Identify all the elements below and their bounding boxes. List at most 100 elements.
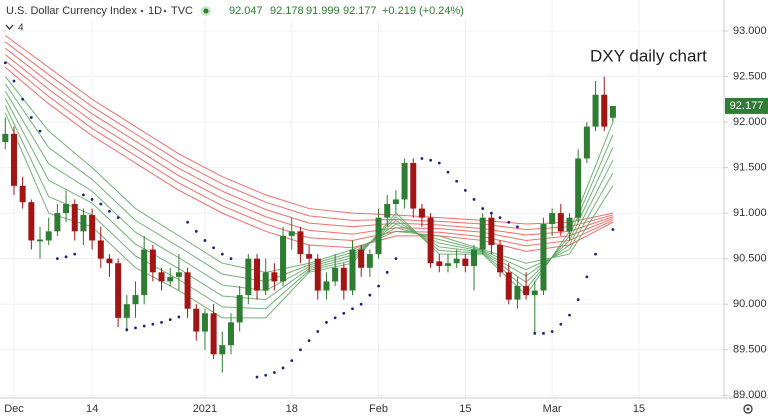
candle-body — [63, 204, 70, 214]
candle-body — [444, 263, 451, 266]
gear-center — [746, 407, 750, 411]
sar-dot — [333, 316, 337, 320]
y-tick-label: 91.500 — [733, 161, 767, 173]
candle-body — [10, 133, 17, 186]
sar-dot — [38, 129, 42, 133]
sar-dot — [55, 257, 59, 261]
sar-dot — [64, 255, 68, 259]
candle-body — [175, 272, 182, 277]
sar-dot — [594, 252, 597, 256]
sar-dot — [82, 193, 85, 197]
candle-body — [314, 258, 321, 291]
quote-low: 91.999 — [306, 5, 340, 17]
candle-body — [471, 249, 478, 266]
sar-dot — [368, 293, 372, 297]
candle-body — [601, 94, 608, 127]
moving-average — [4, 41, 614, 231]
candle-body — [514, 285, 521, 300]
sar-dot — [611, 228, 615, 231]
indicators-count: 4 — [18, 23, 24, 34]
last-price-label: 92.177 — [730, 100, 764, 112]
last-price-box — [725, 97, 768, 114]
sar-dot — [472, 198, 476, 201]
candle-body — [80, 214, 87, 232]
sar-dot — [203, 239, 207, 242]
market-status-dot — [203, 8, 209, 14]
y-tick-label: 89.000 — [733, 389, 767, 401]
candle-body — [71, 204, 78, 232]
sar-dot — [186, 220, 189, 224]
quote-change: +0.219 (+0.24%) — [382, 5, 464, 17]
x-tick-label: Feb — [369, 403, 388, 415]
y-tick-label: 89.500 — [733, 344, 767, 356]
y-tick-label: 91.000 — [733, 207, 767, 219]
sar-dot — [220, 252, 224, 256]
sar-dot — [99, 202, 103, 206]
sar-dot — [420, 157, 424, 160]
quote-open: 92.047 — [229, 5, 263, 17]
source: TVC — [171, 5, 193, 17]
symbol-title: U.S. Dollar Currency Index — [6, 5, 137, 17]
candle-body — [566, 217, 573, 232]
candle-body — [106, 258, 113, 264]
sar-dot — [177, 315, 181, 319]
sar-dot — [29, 116, 33, 119]
sar-dot — [255, 375, 259, 379]
candle-body — [201, 313, 208, 332]
candle-body — [167, 276, 174, 282]
candle-body — [549, 213, 556, 225]
candle-body — [349, 249, 356, 291]
candle-body — [115, 263, 122, 318]
sar-dot — [437, 161, 441, 165]
sar-dot — [290, 359, 294, 363]
gear — [743, 404, 753, 414]
sar-dot — [550, 330, 554, 333]
moving-average — [4, 54, 614, 241]
candle-body — [236, 295, 243, 323]
candle-body — [97, 240, 104, 259]
candle-body — [609, 105, 616, 118]
header-backdrop — [0, 2, 470, 20]
candle-body — [297, 231, 304, 255]
candle-body — [392, 199, 399, 205]
sar-dot — [359, 302, 363, 306]
candle-body — [2, 133, 9, 143]
candle-body — [497, 244, 504, 273]
annotation: DXY daily chart — [590, 46, 707, 65]
candle-body — [557, 213, 564, 232]
candle-body — [89, 214, 96, 241]
settings-icon[interactable] — [743, 404, 753, 414]
sar-dot — [73, 252, 77, 256]
candle-body — [193, 308, 200, 332]
candle-body — [210, 313, 217, 355]
indicators-toggle[interactable] — [5, 24, 14, 30]
candle-body — [453, 258, 460, 264]
candle-body — [462, 258, 469, 266]
candle-body — [254, 258, 261, 291]
sar-dot — [377, 284, 380, 288]
sar-dot — [394, 257, 398, 261]
sar-dot — [264, 373, 268, 377]
candle-body — [401, 163, 408, 200]
sar-dot — [481, 207, 485, 210]
sar-dot — [116, 216, 120, 220]
candle-body — [358, 249, 365, 268]
candle-body — [184, 272, 191, 309]
candle-body — [436, 261, 443, 266]
candle-body — [19, 185, 26, 203]
sar-dot — [90, 198, 94, 201]
candle-body — [245, 258, 252, 296]
sar-dot — [463, 188, 467, 192]
sar-dot — [542, 331, 545, 335]
x-tick-label: 15 — [633, 403, 645, 415]
sar-dot — [533, 331, 537, 335]
x-tick-label: Mar — [543, 403, 562, 415]
sar-dot — [429, 158, 433, 162]
candle-body — [262, 272, 269, 291]
candle-body — [271, 272, 278, 282]
sar-dot — [559, 322, 563, 326]
sar-dot — [576, 298, 580, 302]
sar-dot — [108, 209, 111, 213]
x-tick-label: 2021 — [193, 403, 217, 415]
